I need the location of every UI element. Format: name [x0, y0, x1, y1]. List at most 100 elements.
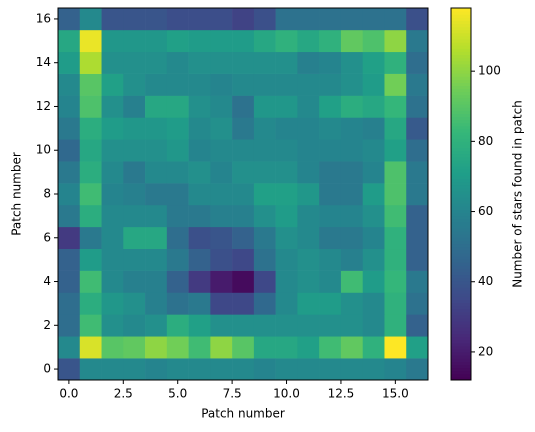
heatmap-cell [123, 8, 146, 31]
x-tick-label: 2.5 [114, 387, 133, 401]
colorbar-segment [451, 290, 471, 294]
heatmap-cell [275, 117, 298, 140]
colorbar-segment [451, 352, 471, 356]
heatmap-cell [101, 73, 124, 96]
heatmap-cell [319, 139, 342, 162]
heatmap-cell [58, 29, 81, 53]
heatmap-cell [232, 314, 255, 337]
heatmap-cell [340, 161, 364, 184]
heatmap-cell [79, 139, 102, 162]
heatmap-cell [384, 248, 407, 271]
heatmap-cell [232, 8, 255, 31]
heatmap-cell [297, 314, 320, 337]
colorbar-segment [451, 209, 471, 214]
heatmap-cell [384, 29, 407, 53]
heatmap-cell [340, 73, 364, 96]
heatmap-cell [166, 73, 189, 96]
heatmap-cell [297, 248, 320, 271]
colorbar-segment [451, 91, 471, 96]
heatmap-cell [362, 248, 385, 271]
heatmap-cell [275, 73, 298, 96]
heatmap-cell [232, 336, 255, 359]
heatmap-cell [297, 139, 320, 162]
heatmap-cell [123, 270, 146, 293]
heatmap-cell [101, 248, 124, 271]
heatmap-cell [232, 204, 255, 228]
colorbar-segment [451, 122, 471, 127]
heatmap-cell [297, 117, 320, 140]
heatmap-cell [362, 95, 385, 118]
colorbar-segment [451, 32, 471, 37]
colorbar-segment [451, 35, 471, 40]
heatmap-cell [384, 73, 407, 96]
colorbar-segment [451, 277, 471, 282]
heatmap-cell [384, 314, 407, 337]
heatmap-cell [166, 204, 189, 228]
heatmap-cell [340, 358, 364, 381]
heatmap-cell [145, 248, 168, 271]
heatmap-cell [340, 183, 364, 206]
heatmap-cell [406, 336, 429, 359]
heatmap-cell [58, 117, 81, 140]
heatmap-cell [232, 161, 255, 184]
heatmap-cell [319, 117, 342, 140]
colorbar-segment [451, 324, 471, 328]
colorbar-segment [451, 311, 471, 316]
colorbar-segment [451, 249, 471, 254]
heatmap-cell [362, 292, 385, 315]
heatmap-cell [145, 336, 168, 359]
heatmap-cell [406, 73, 429, 96]
colorbar-segment [451, 218, 471, 223]
heatmap-cell [166, 8, 189, 31]
colorbar-segment [451, 94, 471, 99]
heatmap-cell [340, 95, 364, 118]
heatmap-cell [79, 248, 102, 271]
heatmap-cell [362, 336, 385, 359]
heatmap-cell [210, 8, 233, 31]
heatmap-cell [58, 51, 81, 74]
y-tick-label: 0 [43, 362, 51, 376]
heatmap-cell [58, 8, 81, 31]
heatmap-cell [384, 117, 407, 140]
heatmap-cell [275, 248, 298, 271]
heatmap-cell [101, 139, 124, 162]
heatmap-cell [210, 248, 233, 271]
heatmap-cell [58, 139, 81, 162]
heatmap-cell [297, 183, 320, 206]
heatmap-cell [101, 226, 124, 250]
heatmap-cell [232, 270, 255, 293]
heatmap-cell [406, 270, 429, 293]
heatmap-cell [188, 117, 211, 140]
heatmap-cell [319, 183, 342, 206]
heatmap-cell [58, 95, 81, 118]
colorbar-segment [451, 237, 471, 241]
heatmap-cell [297, 73, 320, 96]
colorbar-segment [451, 333, 471, 338]
heatmap-cell [275, 95, 298, 118]
heatmap-cell [232, 139, 255, 162]
heatmap-cell [253, 314, 276, 337]
colorbar-segment [451, 228, 471, 232]
heatmap-cell [101, 204, 124, 228]
heatmap-cell [188, 314, 211, 337]
heatmap-cell [210, 358, 233, 381]
heatmap-cell [362, 358, 385, 381]
heatmap-cell [384, 336, 407, 359]
heatmap-cell [253, 117, 276, 140]
heatmap-cell [406, 358, 429, 381]
heatmap-cell [145, 8, 168, 31]
colorbar-segment [451, 194, 471, 198]
colorbar-segment [451, 141, 471, 145]
heatmap-cell [406, 51, 429, 74]
heatmap-cell [79, 336, 102, 359]
colorbar-tick-label: 100 [478, 64, 501, 78]
heatmap-cell [319, 358, 342, 381]
heatmap-cell [253, 73, 276, 96]
heatmap-cell [362, 73, 385, 96]
colorbar-segment [451, 221, 471, 226]
heatmap-cell [362, 8, 385, 31]
colorbar-segment [451, 299, 471, 303]
heatmap-cell [210, 139, 233, 162]
heatmap-cell [319, 336, 342, 359]
colorbar-segment [451, 135, 471, 139]
